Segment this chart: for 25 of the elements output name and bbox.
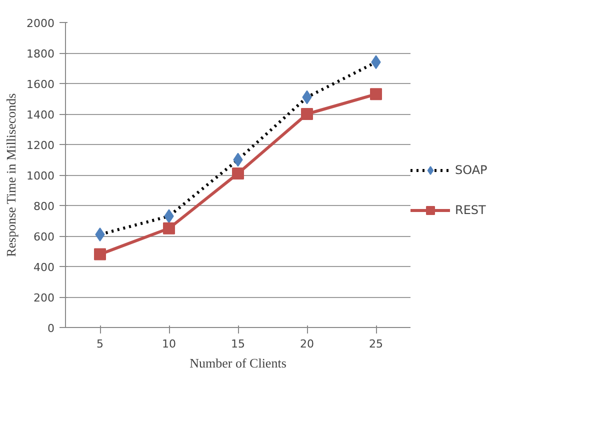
y-tick-label: 2000 xyxy=(26,17,55,30)
point xyxy=(163,222,175,234)
point xyxy=(301,108,313,120)
x-tick-label: 20 xyxy=(300,338,314,350)
y-tick-label: 1800 xyxy=(26,48,55,60)
legend-label: SOAP xyxy=(455,163,488,177)
point xyxy=(94,248,106,260)
y-tick-label: 400 xyxy=(34,261,55,274)
x-axis-title: Number of Clients xyxy=(190,356,286,370)
y-axis-title: Response Time in Milliseconds xyxy=(4,93,19,257)
y-tick-label: 0 xyxy=(48,322,54,335)
y-tick-label: 1600 xyxy=(26,78,55,91)
y-tick-label: 1000 xyxy=(26,170,55,182)
y-tick-label: 800 xyxy=(34,200,55,213)
y-tick-label: 200 xyxy=(34,292,55,304)
x-tick-label: 10 xyxy=(162,338,176,350)
x-tick-label: 25 xyxy=(369,338,383,350)
legend-label: REST xyxy=(455,203,486,217)
y-tick-label: 1400 xyxy=(26,108,55,122)
x-tick-label: 5 xyxy=(96,338,104,350)
point xyxy=(370,88,382,100)
x-tick-label: 15 xyxy=(231,338,245,350)
point xyxy=(232,167,244,180)
y-tick-label: 1200 xyxy=(26,139,55,152)
y-tick-label: 600 xyxy=(34,230,55,244)
